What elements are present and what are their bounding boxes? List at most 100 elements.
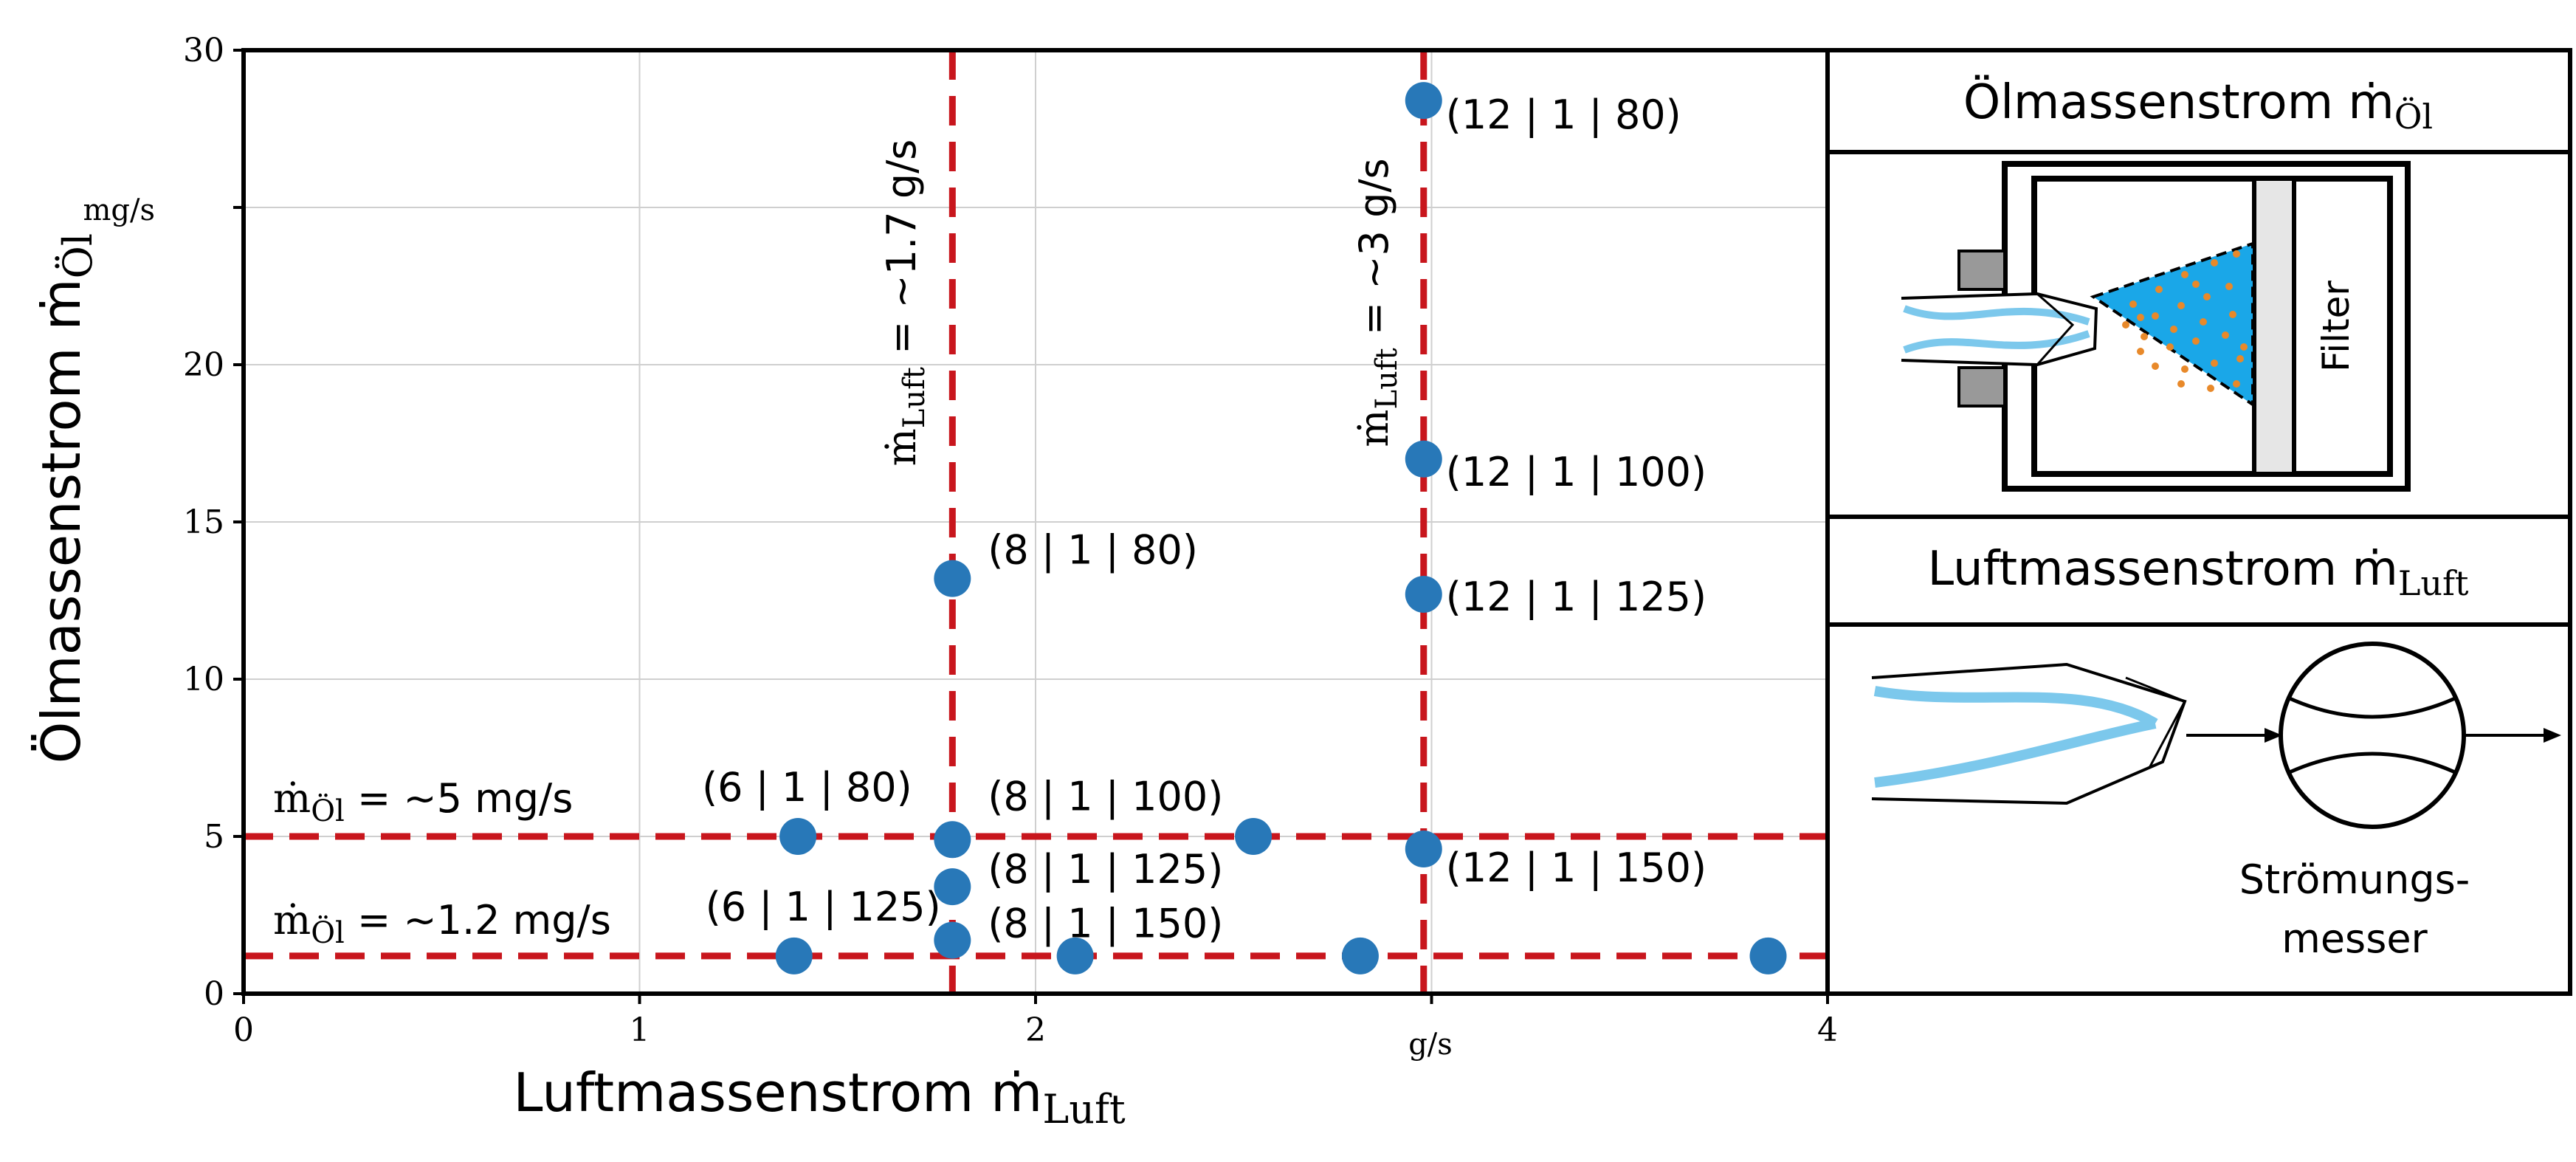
reference-label-value: = ~1.2 mg/s <box>345 897 611 943</box>
oil-droplet <box>2200 318 2207 326</box>
oil-panel-title: Ölmassenstrom ṁÖl <box>1963 75 2433 137</box>
scatter-point <box>1405 82 1442 120</box>
x-tick-label: 1 <box>630 1011 650 1049</box>
scatter-point <box>934 868 971 906</box>
oil-droplet <box>2122 321 2129 329</box>
oil-droplet <box>2141 333 2148 340</box>
flow-meter-circle <box>2279 642 2466 829</box>
scatter-point <box>1341 937 1379 974</box>
flow-meter-label-line-2: messer <box>2281 915 2428 962</box>
oil-droplet <box>2177 380 2185 388</box>
air-panel-title-main: Luftmassenstrom ṁ <box>1928 542 2398 597</box>
oil-droplet <box>2233 250 2240 258</box>
nozzle-holder-top <box>1957 250 2006 291</box>
oil-droplet <box>2192 337 2200 345</box>
filter-label: Filter <box>2315 281 2358 372</box>
data-points <box>775 82 1787 974</box>
oil-droplet <box>2240 343 2248 351</box>
oil-drill-edge <box>2036 292 2075 365</box>
flow-meter-curve-top <box>2288 696 2456 719</box>
scatter-point <box>934 821 971 859</box>
point-label: (6 | 1 | 125) <box>706 884 941 930</box>
oil-droplets <box>2122 250 2248 392</box>
scatter-point <box>1405 575 1442 613</box>
y-tick-label: 30 <box>183 32 224 69</box>
point-label: (12 | 1 | 125) <box>1446 574 1707 620</box>
oil-droplet <box>2181 271 2188 278</box>
air-drill-flute-2 <box>1874 718 2157 788</box>
reference-label-symbol: ṁ <box>273 897 311 943</box>
point-label: (8 | 1 | 100) <box>988 773 1223 819</box>
tick-labels: 0 1 2 4 0 5 10 15 20 30 <box>183 32 1838 1049</box>
reference-label-subscript: Öl <box>311 915 345 950</box>
air-flow-arrowhead-in <box>2265 728 2282 743</box>
y-axis-title-main: Ölmassenstrom ṁ <box>30 278 92 763</box>
oil-droplet <box>2236 355 2244 362</box>
air-measurement-schematic: Strömungs- messer <box>1871 642 2561 962</box>
x-axis-title-main: Luftmassenstrom ṁ <box>513 1062 1042 1124</box>
reference-label-symbol: ṁ <box>273 775 311 822</box>
vertical-reference-line-label: ṁLuft = ~3 g/s <box>1351 158 1404 447</box>
y-axis-title: Ölmassenstrom ṁÖl <box>30 233 101 763</box>
oil-droplet <box>2137 348 2144 355</box>
oil-droplet <box>2203 293 2211 300</box>
oil-droplet <box>2192 281 2200 288</box>
oil-droplet <box>2222 331 2229 339</box>
y-tick-label: 15 <box>183 503 224 541</box>
reference-label-symbol: ṁ <box>1351 409 1397 447</box>
point-labels: (6 | 1 | 125) (6 | 1 | 80) (8 | 1 | 80) (8 … <box>702 92 1707 946</box>
scatter-point <box>1749 937 1787 974</box>
scatter-point <box>934 560 971 597</box>
x-unit-label: g/s <box>1408 1028 1453 1062</box>
reference-label-value: = ~3 g/s <box>1351 158 1397 348</box>
air-drill-icon <box>1871 662 2187 805</box>
oil-droplet <box>2225 283 2233 290</box>
scatter-point <box>1405 831 1442 868</box>
point-label: (8 | 1 | 125) <box>988 846 1223 893</box>
x-tick-label: 4 <box>1817 1011 1838 1049</box>
reference-label-subscript: Luft <box>1370 348 1404 409</box>
oil-droplet <box>2229 311 2236 318</box>
oil-panel-title-main: Ölmassenstrom ṁ <box>1963 75 2394 130</box>
scatter-point <box>934 921 971 959</box>
oil-droplet <box>2207 385 2214 392</box>
reference-label-subscript: Öl <box>311 794 345 828</box>
oil-droplet <box>2181 365 2188 373</box>
oil-droplet <box>2137 314 2144 321</box>
y-tick-label: 5 <box>204 818 224 856</box>
panels-frame <box>1825 48 2572 996</box>
x-axis-title-sub: Luft <box>1042 1086 1126 1132</box>
reference-label-symbol: ṁ <box>878 428 925 466</box>
oil-droplet <box>2170 326 2177 333</box>
y-tick-label: 20 <box>183 346 224 384</box>
point-label: (12 | 1 | 80) <box>1446 92 1681 138</box>
oil-drill-body <box>1901 292 2098 367</box>
oil-droplet <box>2152 362 2159 370</box>
oil-droplet <box>2233 380 2240 388</box>
x-tick-label: 0 <box>233 1011 254 1049</box>
oil-panel-title-sub: Öl <box>2394 96 2433 137</box>
reference-label-subscript: Luft <box>898 367 931 428</box>
y-tick-label: 10 <box>183 661 224 698</box>
scatter-point <box>1056 937 1094 974</box>
x-axis-title: Luftmassenstrom ṁLuft <box>513 1062 1126 1132</box>
air-panel-title: Luftmassenstrom ṁLuft <box>1928 542 2470 603</box>
point-label: (12 | 1 | 150) <box>1446 845 1707 891</box>
filter-element <box>2252 176 2296 476</box>
oil-measurement-schematic: Filter <box>1901 161 2411 492</box>
vertical-reference-line-label: ṁLuft = ~1.7 g/s <box>878 140 931 467</box>
reference-label-value: = ~5 mg/s <box>345 775 574 822</box>
oil-droplet <box>2155 286 2163 293</box>
point-label: (8 | 1 | 150) <box>988 901 1223 947</box>
point-label: (8 | 1 | 80) <box>988 527 1198 574</box>
scatter-point <box>1235 818 1272 855</box>
scatter-point <box>779 818 817 855</box>
oil-droplet <box>2129 300 2137 308</box>
y-unit-label: mg/s <box>83 193 155 227</box>
point-label: (12 | 1 | 100) <box>1446 449 1707 495</box>
point-label: (6 | 1 | 80) <box>702 764 912 811</box>
air-flow-arrowhead-out <box>2544 728 2561 743</box>
oil-droplet <box>2166 343 2174 351</box>
